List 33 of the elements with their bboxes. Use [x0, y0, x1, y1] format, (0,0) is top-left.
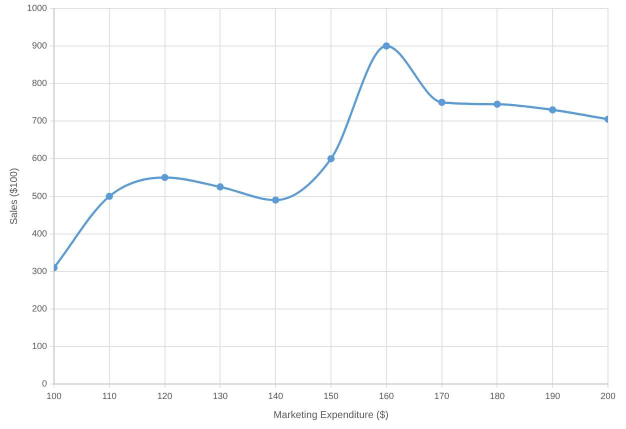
x-tick-label: 150	[323, 391, 339, 402]
x-tick-label: 200	[600, 391, 616, 402]
point	[382, 42, 390, 50]
point	[106, 192, 114, 200]
point	[161, 174, 168, 182]
x-tick-label: 120	[157, 391, 172, 402]
y-tick-label: 500	[32, 190, 48, 201]
y-axis-title: Sales ($100)	[8, 168, 20, 225]
x-tick-label: 190	[545, 391, 560, 402]
x-tick-label: 140	[268, 391, 284, 402]
x-tick-label: 110	[102, 391, 117, 402]
y-tick-label: 0	[42, 378, 48, 389]
point	[438, 98, 446, 106]
point	[549, 106, 556, 114]
y-tick-label: 700	[32, 116, 48, 126]
x-tick-label: 130	[212, 391, 228, 402]
y-tick-label: 400	[32, 228, 48, 238]
point	[327, 155, 335, 162]
point	[216, 183, 224, 191]
x-tick-label: 180	[490, 391, 505, 402]
point	[494, 100, 501, 108]
point	[272, 196, 280, 204]
y-tick-label: 200	[32, 304, 48, 314]
x-tick-label: 170	[434, 391, 450, 402]
x-tick-label: 100	[46, 391, 62, 402]
y-tick-label: 100	[32, 341, 48, 352]
y-tick-label: 900	[32, 40, 48, 50]
y-tick-label: 600	[32, 153, 48, 164]
x-axis-title: Marketing Expenditure ($)	[273, 410, 389, 421]
y-tick-label: 300	[32, 266, 48, 276]
y-tick-label: 1000	[26, 2, 48, 13]
y-tick-label: 800	[32, 78, 48, 88]
x-tick-label: 160	[378, 391, 394, 402]
